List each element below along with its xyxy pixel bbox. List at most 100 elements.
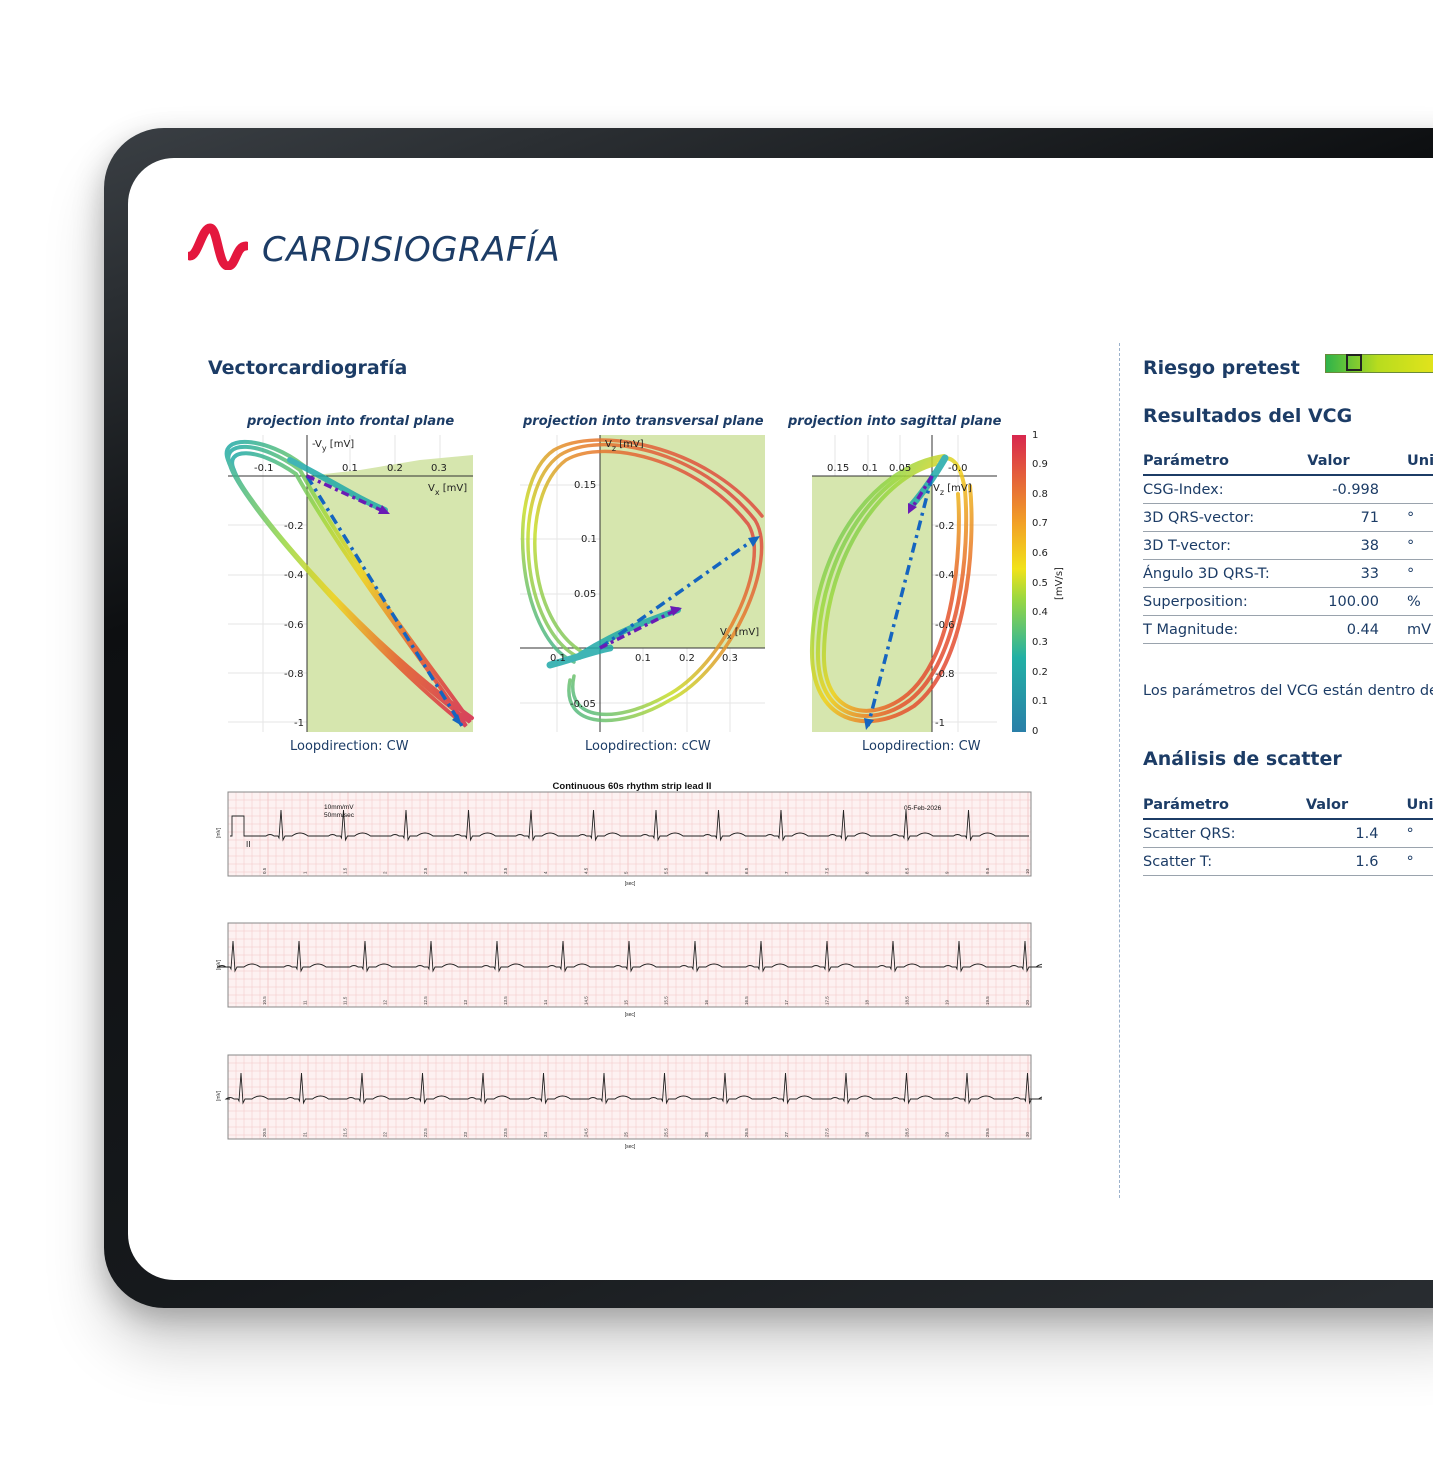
transversal-loopdirection: Loopdirection: cCW	[585, 739, 711, 754]
svg-text:[sec]: [sec]	[625, 881, 636, 887]
svg-text:-0.8: -0.8	[935, 669, 955, 680]
transversal-plot: 0.15 0.1 0.05 -0.05 0.1 0.1 0.2 0.3 Vz [mV] Vx…	[520, 435, 765, 732]
table-row: CSG-Index: -0.998	[1143, 475, 1433, 504]
table-row: 3D T-vector: 38 °	[1143, 531, 1433, 560]
frontal-plot: -0.1 0.1 0.2 0.3 -0.2 -0.4 -0.6 -0.8 -1 -Vy [mV…	[224, 435, 474, 732]
column-divider	[1119, 343, 1120, 1198]
svg-text:[sec]: [sec]	[625, 1012, 636, 1018]
strip-tick-label: 1.5	[342, 867, 347, 874]
strip-tick-label: 3	[463, 871, 468, 874]
svg-text:-0.4: -0.4	[284, 570, 304, 581]
svg-text:0.6: 0.6	[1032, 548, 1048, 559]
svg-text:-1: -1	[294, 718, 304, 729]
strip-tick-label: 29.5	[985, 1128, 990, 1137]
strip-tick-label: 25	[624, 1131, 629, 1137]
svg-text:[mV]: [mV]	[216, 959, 222, 970]
strip-tick-label: 9	[945, 871, 950, 874]
strip-tick-label: 26.5	[744, 1128, 749, 1137]
svg-text:0.1: 0.1	[635, 653, 651, 664]
strip-row-3: [mV] [sec] 20.5 21 21.5 22 22.5 23 23.5 24 24.5 2…	[216, 1054, 1042, 1150]
svg-text:[mV/s]: [mV/s]	[1054, 567, 1065, 600]
strip-tick-label: 26	[704, 1131, 709, 1137]
strip-tick-label: 8.5	[905, 867, 910, 874]
frontal-loopdirection: Loopdirection: CW	[290, 739, 409, 754]
strip-tick-label: 16	[704, 999, 709, 1005]
scatter-title: Análisis de scatter	[1143, 748, 1342, 770]
strip-tick-label: 21.5	[342, 1128, 347, 1137]
strip-tick-label: 22	[383, 1131, 388, 1137]
svg-text:-Vy [mV]: -Vy [mV]	[312, 439, 354, 453]
strip-tick-label: 23.5	[503, 1128, 508, 1137]
table-row: Ángulo 3D QRS-T: 33 °	[1143, 559, 1433, 588]
strip-tick-label: 28.5	[905, 1128, 910, 1137]
strip-tick-label: 18	[864, 999, 869, 1005]
strip-tick-label: 27	[784, 1131, 789, 1137]
svg-text:50mm/sec: 50mm/sec	[324, 812, 355, 819]
strip-tick-label: 11	[302, 1000, 307, 1005]
svg-text:0.4: 0.4	[1032, 607, 1048, 618]
rhythm-strip-title: Continuous 60s rhythm strip lead II	[553, 781, 712, 792]
table-row: Scatter T: 1.6 °	[1143, 847, 1433, 876]
strip-row-2: [mV] [sec] 10.5 11 11.5 12 12.5 13 13.5 14 14.5 1…	[216, 922, 1042, 1018]
header-parametro: Parámetro	[1143, 448, 1294, 476]
strip-tick-label: 17.5	[824, 996, 829, 1005]
results-title: Resultados del VCG	[1143, 405, 1353, 427]
rhythm-strips: Continuous 60s rhythm strip lead II 10mm…	[216, 781, 1042, 1150]
vcg-plots: -0.1 0.1 0.2 0.3 -0.2 -0.4 -0.6 -0.8 -1 -Vy [mV…	[224, 430, 1065, 737]
svg-text:0.15: 0.15	[827, 463, 849, 474]
table-row: 3D QRS-vector: 71 °	[1143, 503, 1433, 532]
svg-text:0.3: 0.3	[722, 653, 738, 664]
svg-text:0.05: 0.05	[574, 589, 596, 600]
strip-tick-label: 20	[1025, 999, 1030, 1005]
strip-tick-label: 14	[543, 999, 548, 1005]
strip-tick-label: 0.5	[262, 867, 267, 874]
svg-text:-0.0: -0.0	[948, 463, 968, 474]
sagittal-plot: 0.15 0.1 0.05 -0.0 -0.2 -0.4 -0.6 -0.8 -1 Vz [m…	[809, 435, 997, 732]
strip-tick-label: 15	[624, 999, 629, 1005]
strip-tick-label: 11.5	[342, 996, 347, 1005]
table-row: Scatter QRS: 1.4 °	[1143, 819, 1433, 848]
svg-text:0.1: 0.1	[1032, 696, 1048, 707]
table-row: T Magnitude: 0.44 mV	[1143, 615, 1433, 644]
svg-text:-0.8: -0.8	[284, 669, 304, 680]
strip-tick-label: 10	[1025, 868, 1030, 874]
svg-text:Vx [mV]: Vx [mV]	[720, 627, 759, 641]
sagittal-loopdirection: Loopdirection: CW	[862, 739, 981, 754]
svg-text:[sec]: [sec]	[625, 1144, 636, 1150]
vcg-section-title: Vectorcardiografía	[208, 357, 408, 379]
risk-gradient-bar	[1325, 354, 1433, 373]
strip-tick-label: 7.5	[824, 867, 829, 874]
strip-row-1: 10mm/mV 50mm/sec 05-Feb-2026 II [mV] [se…	[216, 791, 1032, 887]
header-valor: Valor	[1293, 448, 1408, 476]
svg-text:-0.2: -0.2	[284, 521, 304, 532]
svg-text:II: II	[246, 840, 250, 849]
table-row: Superposition: 100.00%	[1143, 587, 1433, 616]
brand-name: CARDISIOGRAFÍA	[262, 230, 561, 270]
svg-text:0.1: 0.1	[342, 463, 358, 474]
svg-text:0.2: 0.2	[1032, 667, 1048, 678]
svg-text:Vx [mV]: Vx [mV]	[428, 483, 467, 497]
svg-text:-0.6: -0.6	[935, 620, 955, 631]
strip-tick-label: 23	[463, 1131, 468, 1137]
header-unidad: Uni	[1407, 448, 1433, 476]
svg-text:10mm/mV: 10mm/mV	[324, 804, 354, 811]
results-header-row: Parámetro Valor Uni	[1143, 448, 1433, 476]
strip-tick-label: 6.5	[744, 867, 749, 874]
svg-text:0.7: 0.7	[1032, 518, 1048, 529]
strip-tick-label: 5	[624, 871, 629, 874]
svg-text:0.1: 0.1	[550, 653, 566, 664]
svg-text:Vz [mV]: Vz [mV]	[933, 483, 972, 497]
frontal-plot-title: projection into frontal plane	[247, 414, 455, 429]
svg-text:0.2: 0.2	[679, 653, 695, 664]
strip-tick-label: 13	[463, 999, 468, 1005]
strip-tick-label: 6	[704, 871, 709, 874]
strip-tick-label: 24	[543, 1131, 548, 1137]
svg-text:0.1: 0.1	[581, 534, 597, 545]
strip-tick-label: 12	[383, 999, 388, 1005]
sagittal-plot-title: projection into sagittal plane	[788, 414, 1002, 429]
strip-tick-label: 20.5	[262, 1128, 267, 1137]
risk-title: Riesgo pretest	[1143, 357, 1300, 379]
strip-tick-label: 2	[383, 871, 388, 874]
strip-tick-label: 9.5	[985, 867, 990, 874]
strip-tick-label: 18.5	[905, 996, 910, 1005]
